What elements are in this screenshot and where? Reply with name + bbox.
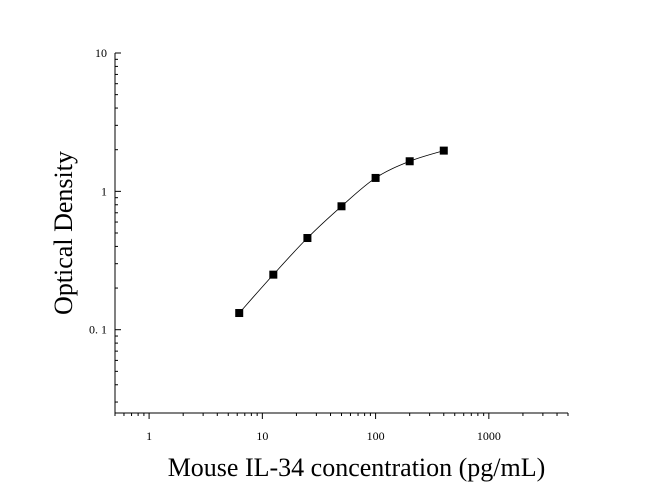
fit-curve-line [238, 150, 444, 314]
data-point [439, 146, 448, 155]
y-axis-title: Optical Density [49, 151, 78, 315]
data-point [371, 173, 380, 182]
y-tick-label: 10 [95, 46, 107, 60]
fit-curve [238, 150, 444, 314]
data-point [269, 270, 278, 279]
y-axis: 0. 1 1 10 [89, 46, 121, 403]
plot-area [114, 53, 568, 414]
x-axis-title: Mouse IL-34 concentration (pg/mL) [168, 453, 546, 482]
data-points [235, 146, 448, 318]
x-tick-label: 10 [256, 429, 268, 443]
data-point [303, 234, 312, 243]
data-point [337, 202, 346, 211]
x-axis: 1 10 100 1000 [114, 413, 569, 443]
x-tick-label: 100 [367, 429, 385, 443]
x-tick-label: 1 [146, 429, 152, 443]
x-tick-label: 1000 [477, 429, 501, 443]
data-point [405, 157, 414, 166]
y-tick-label: 0. 1 [89, 323, 107, 337]
data-point [235, 309, 244, 318]
y-tick-label: 1 [101, 184, 107, 198]
